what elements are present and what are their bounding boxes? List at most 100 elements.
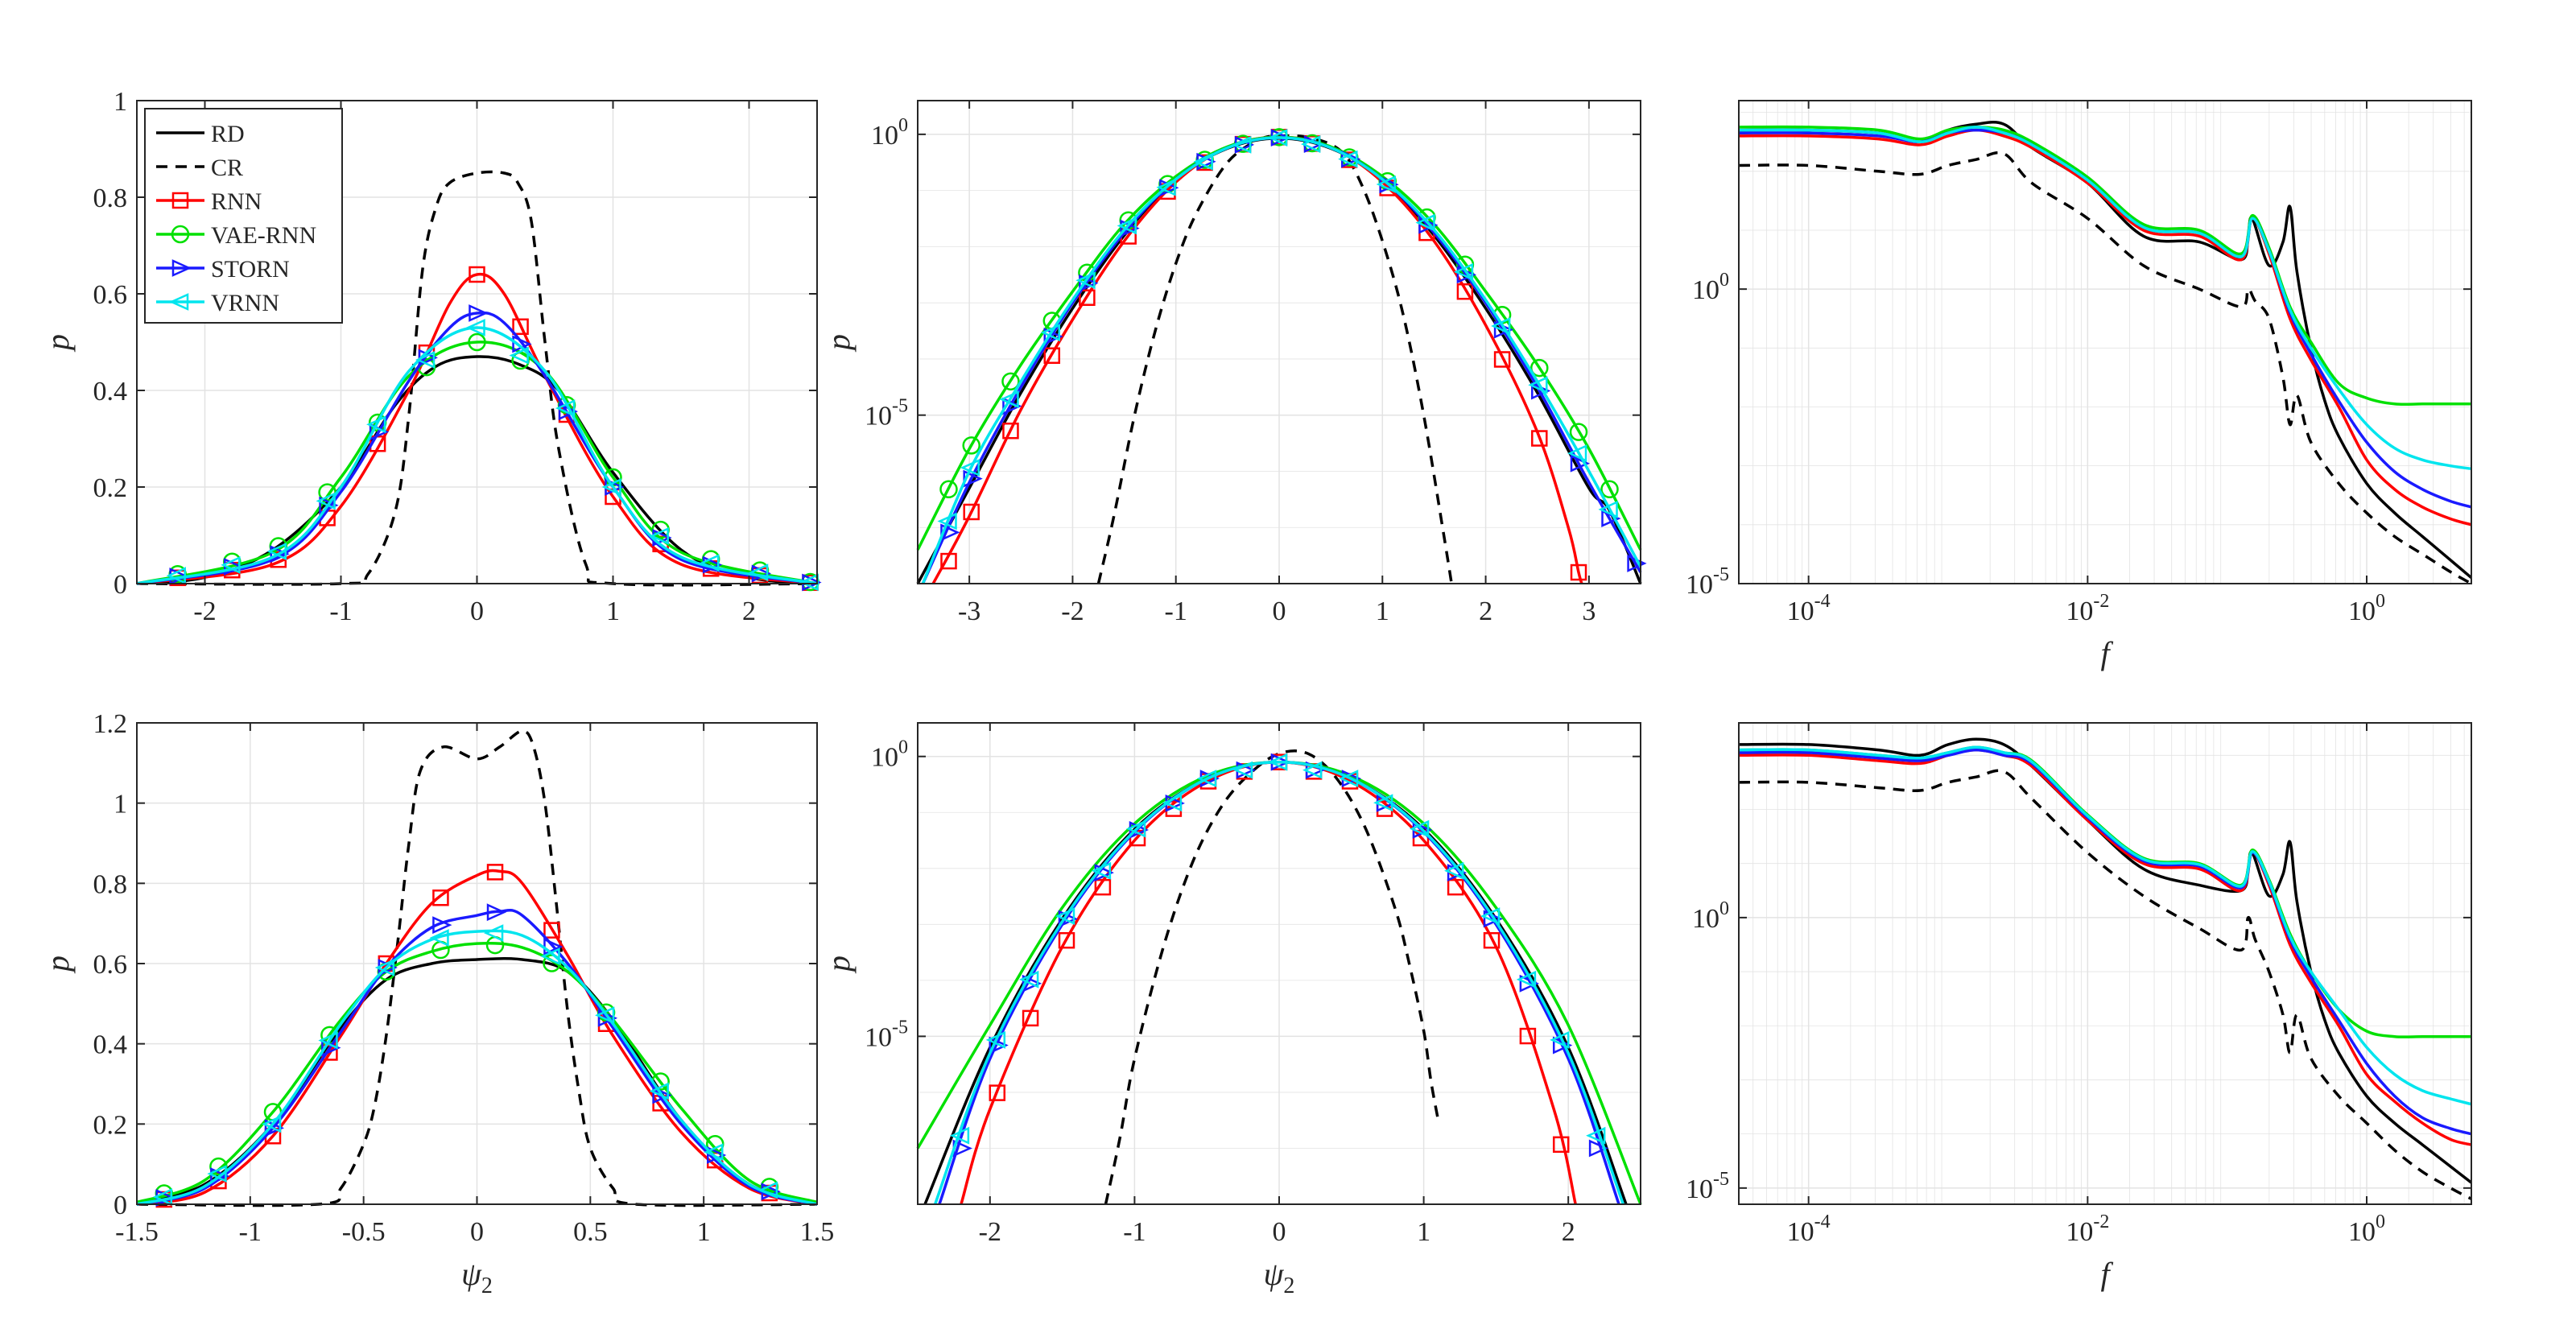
data-point-vrnn bbox=[700, 554, 720, 572]
x-tick-label: 2 bbox=[742, 596, 756, 626]
series-line-vae-rnn bbox=[136, 941, 818, 1204]
series-vrnn bbox=[933, 753, 1625, 1205]
y-tick-exponent: -5 bbox=[1713, 564, 1729, 585]
tick-marks bbox=[918, 101, 1641, 584]
x-tick-label: -3 bbox=[958, 596, 980, 626]
data-point-storn bbox=[210, 1167, 230, 1186]
x-tick-label: 0 bbox=[1273, 596, 1286, 626]
data-point-storn bbox=[1094, 864, 1114, 882]
tick-marks bbox=[1739, 101, 2471, 584]
legend-box bbox=[144, 108, 343, 324]
data-point-storn bbox=[469, 304, 489, 322]
data-point-vae-rnn bbox=[1530, 358, 1549, 378]
series-line-vrnn bbox=[136, 326, 818, 585]
data-point-rnn bbox=[1456, 283, 1474, 300]
data-point-vrnn bbox=[221, 555, 241, 574]
data-point-storn bbox=[1022, 974, 1042, 993]
x-tick-label: 100 bbox=[2348, 1211, 2385, 1247]
data-point-storn bbox=[270, 545, 290, 563]
data-point-vrnn bbox=[649, 526, 669, 545]
series-cr bbox=[1738, 769, 2472, 1200]
data-point-vrnn bbox=[649, 1082, 669, 1100]
data-point-vrnn bbox=[1491, 317, 1511, 335]
data-point-vrnn bbox=[595, 1006, 615, 1025]
y-tick-exponent: -5 bbox=[892, 1017, 908, 1038]
data-point-vrnn bbox=[540, 947, 560, 965]
data-point-vae-rnn bbox=[962, 436, 980, 455]
data-point-storn bbox=[1002, 397, 1022, 415]
y-tick-label: 0.2 bbox=[93, 1110, 128, 1140]
x-tick-exponent: 0 bbox=[2376, 591, 2385, 612]
grid-lines bbox=[1739, 101, 2471, 584]
data-point-rnn bbox=[543, 922, 560, 939]
panel-pdf-lin-bottom: -1.5 -1 -0.5 0 0.5 1 1.5 0 0.2 0.4 0.6 0.8 1 1.2 p ψ2 bbox=[39, 709, 834, 1298]
data-point-vrnn bbox=[1162, 794, 1183, 812]
x-tick-exponent: -4 bbox=[1814, 591, 1831, 612]
data-point-rnn bbox=[1094, 878, 1112, 896]
series-vrnn bbox=[136, 319, 819, 592]
data-point-rnn bbox=[1552, 1136, 1570, 1154]
series-line-vrnn bbox=[933, 760, 1625, 1205]
data-point-rnn bbox=[1483, 931, 1501, 949]
y-axis-label: p bbox=[39, 956, 76, 974]
x-tick-label: -1 bbox=[329, 596, 352, 626]
data-point-vrnn bbox=[1550, 1030, 1570, 1049]
x-axis-label: f bbox=[2100, 635, 2113, 671]
y-tick-label: 100 bbox=[871, 115, 908, 151]
data-point-rnn bbox=[1531, 430, 1548, 447]
series-line-rnn bbox=[1738, 748, 2472, 1146]
data-point-storn bbox=[963, 469, 983, 488]
y-tick-label: 10-5 bbox=[1686, 1169, 1729, 1204]
data-point-vrnn bbox=[1232, 761, 1253, 779]
data-point-vrnn bbox=[1409, 819, 1430, 838]
tick-marks bbox=[1739, 723, 2471, 1204]
y-tick-exponent: 0 bbox=[1719, 270, 1729, 291]
data-point-storn bbox=[1519, 974, 1539, 993]
y-tick-label: 0.8 bbox=[93, 869, 128, 899]
data-point-storn bbox=[1570, 454, 1591, 473]
y-tick-label: 0.4 bbox=[93, 377, 128, 407]
x-tick-label: 1 bbox=[606, 596, 620, 626]
panel-pdf-log-bottom: -2 -1 0 1 2 10-5 100 p ψ2 bbox=[820, 722, 1642, 1298]
data-point-vrnn bbox=[1196, 770, 1217, 788]
y-tick-label: 1 bbox=[114, 790, 127, 819]
x-tick-exponent: -2 bbox=[2093, 1211, 2109, 1232]
series-line-vrnn bbox=[1738, 126, 2472, 471]
y-tick-label: 1 bbox=[114, 87, 127, 117]
x-axis-label: f bbox=[2100, 1256, 2113, 1292]
data-point-storn bbox=[940, 523, 960, 542]
data-point-vrnn bbox=[1373, 794, 1393, 812]
legend-label-vrnn: VRNN bbox=[211, 290, 279, 316]
series-vae-rnn bbox=[1738, 125, 2471, 407]
data-point-vrnn bbox=[555, 399, 576, 418]
series-line-cr bbox=[1104, 749, 1440, 1205]
data-point-vrnn bbox=[1480, 907, 1501, 926]
series-rnn bbox=[1738, 128, 2472, 526]
data-point-rnn bbox=[1447, 878, 1464, 896]
data-point-vrnn bbox=[1528, 376, 1548, 394]
data-point-vrnn bbox=[1232, 135, 1252, 154]
data-point-vrnn bbox=[1055, 907, 1075, 926]
data-point-vrnn bbox=[985, 1030, 1006, 1049]
data-point-storn bbox=[652, 1086, 672, 1104]
data-point-rnn bbox=[1043, 347, 1061, 364]
data-point-vrnn bbox=[366, 415, 386, 434]
x-tick-label: -1 bbox=[1165, 596, 1187, 626]
series-cr bbox=[1104, 749, 1440, 1205]
x-tick-label: 1 bbox=[1376, 596, 1389, 626]
y-tick-label: 10-5 bbox=[1686, 564, 1729, 600]
x-tick-label: 0.5 bbox=[573, 1217, 608, 1247]
x-tick-label: 3 bbox=[1582, 596, 1596, 626]
grid-lines bbox=[1739, 723, 2471, 1204]
data-point-vrnn bbox=[207, 1165, 227, 1183]
y-tick-label: 100 bbox=[1692, 270, 1729, 305]
x-tick-label: 1 bbox=[1417, 1217, 1430, 1247]
series-line-cr bbox=[136, 170, 818, 587]
series-line-cr bbox=[1738, 151, 2472, 585]
data-point-rnn bbox=[1493, 351, 1511, 368]
x-tick-label: 2 bbox=[1479, 596, 1492, 626]
data-point-vae-rnn bbox=[1569, 423, 1588, 441]
data-point-vrnn bbox=[1117, 217, 1137, 235]
data-point-vrnn bbox=[509, 346, 529, 365]
data-point-vrnn bbox=[1156, 178, 1176, 196]
